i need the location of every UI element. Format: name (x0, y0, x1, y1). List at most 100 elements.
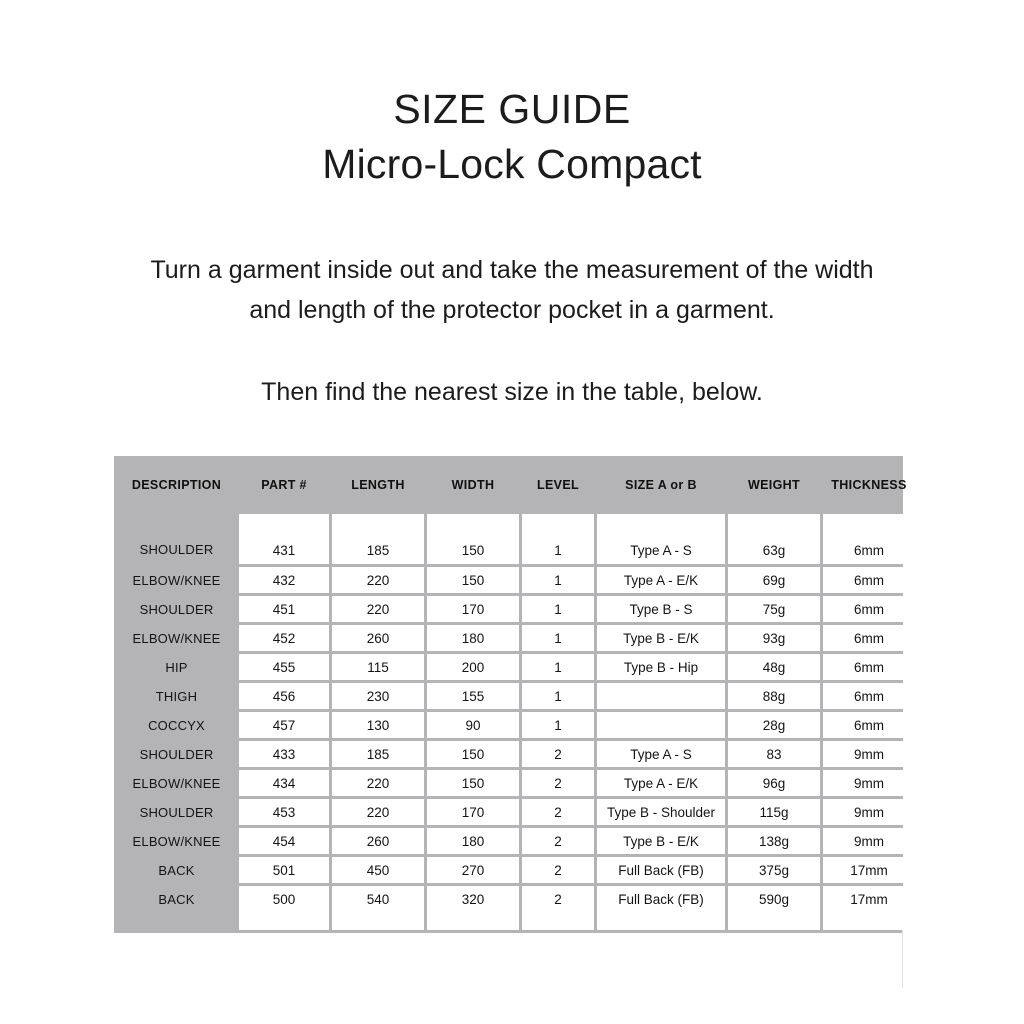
cell-part: 451 (239, 596, 329, 622)
cell-level: 1 (522, 596, 594, 622)
table-row: ELBOW/KNEE 454 260 180 2 Type B - E/K 138g 9mm (117, 828, 915, 854)
cell-size: Type B - E/K (597, 625, 725, 651)
cell-description: SHOULDER (139, 746, 214, 762)
cell-level: 1 (522, 514, 594, 564)
cell-description: SHOULDER (139, 804, 214, 820)
cell-weight: 88g (728, 683, 820, 709)
cell-width: 155 (427, 683, 519, 709)
table-row: ELBOW/KNEE 432 220 150 1 Type A - E/K 69g 6mm (117, 567, 915, 593)
cell-thickness: 17mm (823, 857, 915, 883)
cell-weight: 28g (728, 712, 820, 738)
cell-description: BACK (158, 862, 195, 878)
cell-description: ELBOW/KNEE (132, 630, 221, 646)
cell-length: 540 (332, 886, 424, 930)
cell-length: 260 (332, 625, 424, 651)
cell-size: Type B - Hip (597, 654, 725, 680)
cell-size: Type A - S (597, 514, 725, 564)
cell-level: 2 (522, 741, 594, 767)
cell-size: Type B - E/K (597, 828, 725, 854)
cell-length: 185 (332, 514, 424, 564)
cell-size (597, 683, 725, 709)
cell-level: 1 (522, 712, 594, 738)
cell-description: THIGH (155, 688, 198, 704)
cell-thickness: 6mm (823, 567, 915, 593)
table-row: ELBOW/KNEE 434 220 150 2 Type A - E/K 96g 9mm (117, 770, 915, 796)
table-row: HIP 455 115 200 1 Type B - Hip 48g 6mm (117, 654, 915, 680)
cell-weight: 375g (728, 857, 820, 883)
cell-length: 450 (332, 857, 424, 883)
table-row: BACK 501 450 270 2 Full Back (FB) 375g 17mm (117, 857, 915, 883)
cell-length: 115 (332, 654, 424, 680)
table-row: BACK 500 540 320 2 Full Back (FB) 590g 17mm (117, 886, 915, 930)
cell-thickness: 17mm (823, 886, 915, 930)
cell-description: ELBOW/KNEE (132, 775, 221, 791)
cell-description: SHOULDER (139, 542, 214, 557)
cell-level: 2 (522, 770, 594, 796)
column-header-width: WIDTH (451, 478, 495, 492)
cell-width: 170 (427, 596, 519, 622)
cell-width: 150 (427, 770, 519, 796)
cell-size: Type B - Shoulder (597, 799, 725, 825)
cell-thickness: 9mm (823, 770, 915, 796)
cell-part: 452 (239, 625, 329, 651)
column-header-part: PART # (261, 478, 307, 492)
cell-size: Type B - S (597, 596, 725, 622)
cell-width: 270 (427, 857, 519, 883)
column-header-thickness: THICKNESS (831, 478, 907, 492)
column-header-level: LEVEL (536, 478, 580, 492)
cell-length: 220 (332, 567, 424, 593)
cell-width: 150 (427, 567, 519, 593)
page-subtitle: Micro-Lock Compact (322, 141, 702, 187)
cell-width: 170 (427, 799, 519, 825)
cell-width: 200 (427, 654, 519, 680)
table-row: SHOULDER 433 185 150 2 Type A - S 83 9mm (117, 741, 915, 767)
cell-length: 220 (332, 770, 424, 796)
cell-level: 2 (522, 886, 594, 930)
cell-level: 1 (522, 567, 594, 593)
column-header-weight: WEIGHT (747, 478, 801, 492)
intro-block: Turn a garment inside out and take the m… (0, 250, 1024, 330)
cell-thickness: 6mm (823, 596, 915, 622)
cell-description: HIP (165, 659, 188, 675)
table-body: SHOULDER 431 185 150 1 Type A - S 63g 6mm ELBOW/… (117, 514, 915, 930)
cell-width: 150 (427, 741, 519, 767)
cell-part: 453 (239, 799, 329, 825)
cell-length: 230 (332, 683, 424, 709)
cell-part: 456 (239, 683, 329, 709)
table-row: ELBOW/KNEE 452 260 180 1 Type B - E/K 93g 6mm (117, 625, 915, 651)
page-heading: SIZE GUIDE Micro-Lock Compact (0, 82, 1024, 192)
cell-level: 1 (522, 654, 594, 680)
cell-thickness: 6mm (823, 712, 915, 738)
cell-thickness: 6mm (823, 514, 915, 564)
cell-level: 2 (522, 828, 594, 854)
cell-level: 1 (522, 683, 594, 709)
cell-part: 457 (239, 712, 329, 738)
cell-description: ELBOW/KNEE (132, 572, 221, 588)
page-edge-artifact (902, 930, 903, 988)
cell-length: 185 (332, 741, 424, 767)
cell-length: 220 (332, 799, 424, 825)
cell-level: 2 (522, 799, 594, 825)
column-header-length: LENGTH (351, 478, 405, 492)
cell-width: 150 (427, 514, 519, 564)
size-table-container: DESCRIPTION PART # LENGTH WIDTH LEVEL SI… (114, 456, 915, 933)
cell-weight: 63g (728, 514, 820, 564)
cell-level: 2 (522, 857, 594, 883)
cell-level: 1 (522, 625, 594, 651)
cell-weight: 83 (728, 741, 820, 767)
cell-description: ELBOW/KNEE (132, 833, 221, 849)
cell-size: Type A - S (597, 741, 725, 767)
cell-part: 500 (239, 886, 329, 930)
column-header-description: DESCRIPTION (131, 478, 222, 492)
size-table: DESCRIPTION PART # LENGTH WIDTH LEVEL SI… (114, 456, 918, 933)
table-header-row: DESCRIPTION PART # LENGTH WIDTH LEVEL SI… (117, 459, 915, 511)
cell-size: Type A - E/K (597, 567, 725, 593)
cell-weight: 75g (728, 596, 820, 622)
cell-weight: 590g (728, 886, 820, 930)
cell-description: SHOULDER (139, 601, 214, 617)
cell-thickness: 9mm (823, 828, 915, 854)
intro-paragraph: Turn a garment inside out and take the m… (150, 256, 874, 324)
cell-size: Full Back (FB) (597, 886, 725, 930)
column-header-size: SIZE A or B (625, 478, 697, 492)
cell-thickness: 9mm (823, 741, 915, 767)
